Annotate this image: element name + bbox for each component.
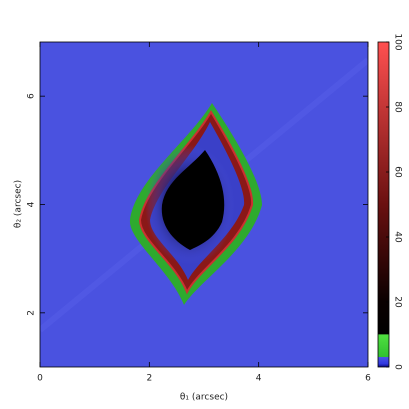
x-tick-label: 2 (146, 374, 152, 384)
colorbar-tick-label: 0 (393, 364, 403, 370)
colorbar-tick-label: 80 (393, 101, 403, 113)
colorbar-tick-label: 100 (393, 33, 403, 50)
x-axis-label: θ₁ (arcsec) (180, 393, 228, 403)
colorbar-tick-label: 40 (393, 231, 403, 243)
colorbar-tick-label: 60 (393, 166, 403, 178)
y-tick-label: 6 (27, 93, 37, 99)
y-tick-label: 2 (27, 310, 37, 316)
x-tick-label: 0 (37, 374, 43, 384)
colorbar (377, 41, 390, 368)
heatmap-image (40, 42, 368, 367)
y-tick-label: 4 (27, 201, 37, 207)
x-tick-label: 6 (365, 374, 371, 384)
x-tick-label: 4 (256, 374, 262, 384)
y-axis-label: θ₂ (arcsec) (14, 180, 24, 228)
colorbar-tick-label: 20 (393, 296, 403, 308)
